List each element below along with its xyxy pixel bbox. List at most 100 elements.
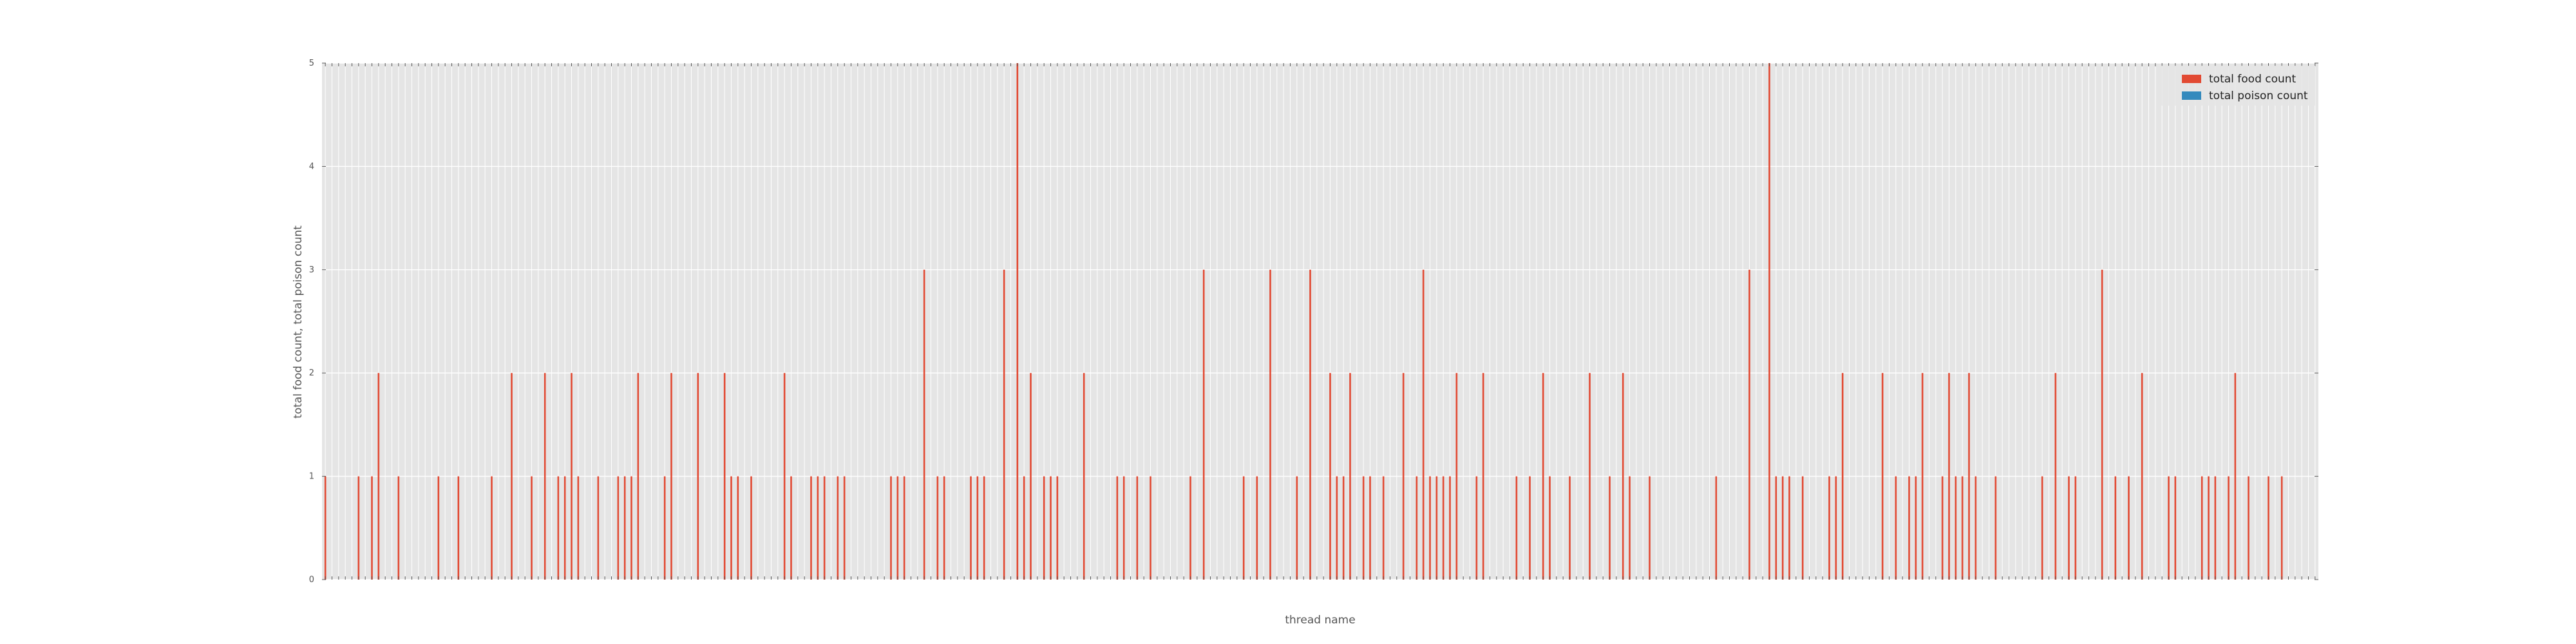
bar-total-food-count	[1402, 373, 1405, 580]
bar-total-food-count	[511, 373, 513, 580]
bar-total-food-count	[637, 373, 639, 580]
bar-total-food-count	[737, 476, 739, 580]
bar-total-food-count	[1269, 269, 1271, 580]
bar-total-food-count	[1382, 476, 1385, 580]
bar-total-food-count	[923, 269, 925, 580]
y-tick-label: 2	[309, 368, 314, 378]
legend-label-poison: total poison count	[2209, 90, 2308, 102]
bar-total-food-count	[1256, 476, 1258, 580]
bar-total-food-count	[1296, 476, 1298, 580]
bar-total-food-count	[2068, 476, 2070, 580]
y-axis-label: total food count, total poison count	[292, 225, 305, 419]
tick-labels: 0 1 2 3 4 5	[309, 59, 314, 585]
y-tick-label: 3	[309, 265, 314, 275]
bar-total-food-count	[1349, 373, 1351, 580]
bar-total-food-count	[1329, 373, 1331, 580]
bar-total-food-count	[1768, 63, 1770, 580]
bar-total-food-count	[1748, 269, 1750, 580]
bar-total-food-count	[1056, 476, 1059, 580]
bar-total-food-count	[377, 373, 380, 580]
bar-total-food-count	[1948, 373, 1950, 580]
bar-total-food-count	[2041, 476, 2043, 580]
bar-total-food-count	[564, 476, 566, 580]
bar-total-food-count	[1189, 476, 1191, 580]
bar-total-food-count	[1043, 476, 1045, 580]
bar-total-food-count	[1549, 476, 1551, 580]
bar-total-food-count	[2248, 476, 2249, 580]
bar-total-food-count	[697, 373, 699, 580]
bar-total-food-count	[623, 476, 626, 580]
y-tick-label: 1	[309, 472, 314, 482]
bar-total-food-count	[970, 476, 972, 580]
bar-total-food-count	[1342, 476, 1345, 580]
bar-total-food-count	[1136, 476, 1139, 580]
bar-total-food-count	[810, 476, 812, 580]
legend-swatch-food	[2182, 75, 2201, 83]
bar-total-food-count	[1150, 476, 1151, 580]
bar-total-food-count	[1609, 476, 1611, 580]
bar-total-food-count	[1841, 373, 1844, 580]
bar-total-food-count	[1881, 373, 1884, 580]
bar-total-food-count	[823, 476, 826, 580]
bar-total-food-count	[2141, 373, 2143, 580]
bar-total-food-count	[2074, 476, 2077, 580]
bar-total-food-count	[2128, 476, 2130, 580]
bar-total-food-count	[2054, 373, 2057, 580]
bar-total-food-count	[1715, 476, 1718, 580]
bar-total-food-count	[491, 476, 493, 580]
bar-total-food-count	[1961, 476, 1964, 580]
bar-total-food-count	[1422, 269, 1425, 580]
bar-total-food-count	[2280, 476, 2283, 580]
bar-total-food-count	[1629, 476, 1631, 580]
bar-total-food-count	[2214, 476, 2217, 580]
bar-total-food-count	[1941, 476, 1944, 580]
bar-total-food-count	[571, 373, 573, 580]
bar-total-food-count	[1569, 476, 1571, 580]
bar-total-food-count	[837, 476, 839, 580]
bar-total-food-count	[1994, 476, 1997, 580]
bar-total-food-count	[1915, 476, 1917, 580]
bar-total-food-count	[750, 476, 752, 580]
bar-total-food-count	[617, 476, 620, 580]
bars	[324, 63, 2283, 580]
bar-total-food-count	[1202, 269, 1205, 580]
plot-area	[322, 63, 2318, 580]
bar-total-food-count	[890, 476, 892, 580]
bar-total-food-count	[730, 476, 732, 580]
bar-total-food-count	[670, 373, 672, 580]
bar-total-food-count	[896, 476, 899, 580]
bar-total-food-count	[1788, 476, 1790, 580]
bar-total-food-count	[2174, 476, 2177, 580]
bar-total-food-count	[983, 476, 985, 580]
bar-total-food-count	[2201, 476, 2203, 580]
bar-total-food-count	[1122, 476, 1125, 580]
legend: total food count total poison count	[2161, 66, 2315, 106]
bar-total-food-count	[1435, 476, 1438, 580]
bar-total-food-count	[1775, 476, 1777, 580]
bar-total-food-count	[1083, 373, 1085, 580]
bar-total-food-count	[324, 476, 327, 580]
bar-total-food-count	[1781, 476, 1784, 580]
bar-total-food-count	[783, 373, 786, 580]
bar-total-food-count	[1542, 373, 1544, 580]
bar-total-food-count	[544, 373, 546, 580]
bar-total-food-count	[2168, 476, 2170, 580]
bar-total-food-count	[1968, 373, 1970, 580]
bar-total-food-count	[577, 476, 580, 580]
bar-total-food-count	[1622, 373, 1624, 580]
y-tick-label: 4	[309, 162, 314, 171]
bar-total-food-count	[1116, 476, 1119, 580]
bar-total-food-count	[1023, 476, 1025, 580]
bar-total-food-count	[557, 476, 560, 580]
y-tick-label: 0	[309, 575, 314, 585]
ticks	[322, 62, 2318, 580]
bar-total-food-count	[1442, 476, 1444, 580]
y-tick-label: 5	[309, 59, 314, 68]
bar-total-food-count	[2114, 476, 2117, 580]
bar-total-food-count	[1482, 373, 1484, 580]
bar-total-food-count	[1309, 269, 1311, 580]
bar-total-food-count	[1362, 476, 1365, 580]
bar-total-food-count	[1016, 63, 1019, 580]
bar-total-food-count	[437, 476, 440, 580]
bar-total-food-count	[1801, 476, 1804, 580]
